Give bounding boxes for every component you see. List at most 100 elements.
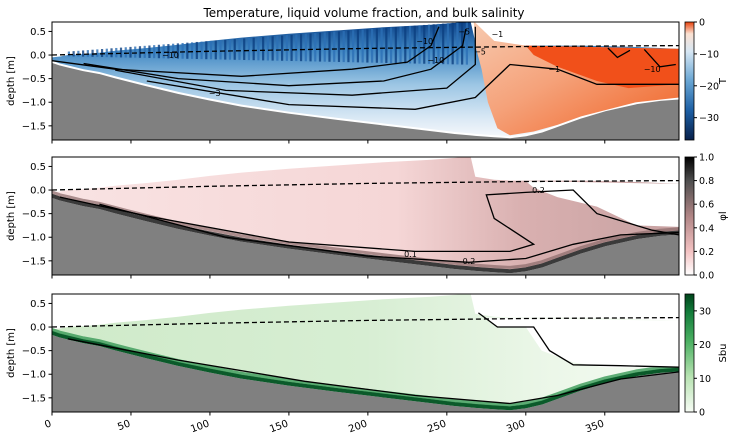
- x-tick-label: 200: [347, 418, 369, 435]
- plot-area: [52, 22, 679, 140]
- temperature-streak: [238, 38, 241, 60]
- air-region: [52, 157, 679, 193]
- contour-label: −10: [644, 65, 661, 74]
- temperature-streak: [271, 36, 274, 61]
- salinity-contour: [478, 312, 679, 368]
- y-axis-label: depth [m]: [6, 56, 17, 106]
- x-tick-label: 150: [268, 418, 290, 435]
- y-tick-label: −1.0: [22, 233, 46, 244]
- temperature-streak: [115, 47, 118, 58]
- colorbar-tick-label: −20: [699, 81, 719, 92]
- temperature-streak: [446, 23, 450, 65]
- temperature-streak: [451, 22, 454, 65]
- reference-dashed-line: [52, 316, 679, 328]
- temperature-streak: [105, 48, 108, 58]
- reference-dashed-line: [52, 179, 679, 191]
- temperature-streak: [299, 34, 303, 62]
- temperature-streak: [380, 28, 383, 63]
- temperature-streak: [399, 26, 402, 64]
- y-tick-label: −1.5: [22, 256, 46, 267]
- x-tick-label: 300: [505, 418, 527, 435]
- temperature-streak: [247, 38, 251, 61]
- temperature-streak: [200, 41, 203, 60]
- temperature-streak: [352, 30, 355, 63]
- plot-area: [52, 294, 679, 412]
- temperature-streak: [129, 46, 132, 58]
- temperature-streak: [167, 44, 170, 59]
- temperature-streak: [176, 43, 179, 59]
- temperature-streak: [361, 29, 364, 63]
- contour-label: 0.1: [404, 250, 417, 259]
- temperature-contour: [115, 26, 476, 96]
- colorbar-tick-label: 0.8: [699, 176, 714, 187]
- temperature-streak: [186, 42, 189, 59]
- temperature-streak: [408, 26, 412, 64]
- temperature-streak: [309, 33, 312, 62]
- temperature-streak: [442, 23, 445, 65]
- temperature-streak: [314, 33, 317, 62]
- temperature-streak: [371, 28, 374, 63]
- liquid-fraction-field: [52, 157, 679, 272]
- colorbar-label: T: [718, 77, 729, 85]
- y-tick-label: −1.0: [22, 370, 46, 381]
- temperature-panel: −10 −10 −3 −5 −5 −1 −1 −10 −10 0.5 0.0 −0.5 −1.0 −1.5…: [6, 18, 729, 144]
- temperature-streak: [205, 41, 208, 60]
- y-tick-label: −0.5: [22, 74, 46, 85]
- temperature-streak: [86, 50, 89, 57]
- fresh-region: [486, 317, 679, 368]
- colorbar-tick-label: 0.0: [699, 271, 714, 282]
- colorbar: [684, 156, 695, 276]
- temperature-streak: [91, 49, 94, 57]
- y-tick-label: −0.5: [22, 346, 46, 357]
- x-tick-label: 350: [584, 418, 606, 435]
- temperature-streak: [413, 25, 416, 64]
- plot-area: [52, 157, 679, 275]
- temperature-streak: [290, 34, 293, 61]
- colorbar-tick-label: −10: [699, 49, 719, 60]
- temperature-streak: [243, 38, 246, 60]
- temperature-streak: [143, 45, 146, 58]
- temperature-streak: [219, 40, 222, 60]
- y-tick-label: 0.0: [30, 323, 46, 334]
- temperature-streak: [190, 42, 194, 59]
- colorbar-label: φl: [718, 211, 729, 220]
- temperature-streak: [257, 37, 260, 61]
- temperature-streak: [233, 39, 236, 60]
- y-tick-label: −1.5: [22, 121, 46, 132]
- temperature-streak: [418, 25, 421, 64]
- temperature-streak: [209, 40, 213, 60]
- contour-label: 0.2: [463, 257, 476, 266]
- temperature-streak: [323, 32, 326, 62]
- temperature-streak: [124, 47, 127, 58]
- temperature-streak: [252, 37, 255, 61]
- temperature-streak: [404, 26, 407, 64]
- contour-label: −5: [458, 27, 470, 36]
- temperature-streak: [96, 49, 99, 57]
- axes-frame: [51, 21, 680, 141]
- temperature-streak: [214, 40, 217, 60]
- contour-label: −3: [209, 89, 221, 98]
- x-tick-label: 0: [43, 418, 53, 431]
- temperature-streak: [228, 39, 232, 60]
- temperature-streak: [356, 29, 360, 63]
- figure-title: Temperature, liquid volume fraction, and…: [202, 6, 524, 20]
- bottom-rim-inner: [52, 327, 679, 407]
- temperature-streak: [347, 30, 350, 63]
- temperature-streak: [328, 32, 331, 62]
- colorbar-tick-label: 0: [699, 18, 705, 29]
- temperature-streak: [342, 30, 345, 63]
- colorbar-tick-label: 20: [699, 340, 711, 351]
- contour-label: 0.2: [532, 186, 545, 195]
- temperature-streak: [394, 27, 397, 64]
- temperature-streak: [385, 27, 388, 63]
- colorbar-tick-label: 1.0: [699, 153, 714, 164]
- temperature-streak: [153, 45, 156, 59]
- temperature-contour: [83, 28, 467, 87]
- temperature-streak: [437, 23, 440, 65]
- axes-frame: [51, 293, 680, 413]
- temperature-streak: [162, 44, 165, 59]
- temperature-streak: [67, 51, 70, 57]
- temperature-streak: [304, 33, 307, 62]
- temperature-streak: [148, 45, 151, 58]
